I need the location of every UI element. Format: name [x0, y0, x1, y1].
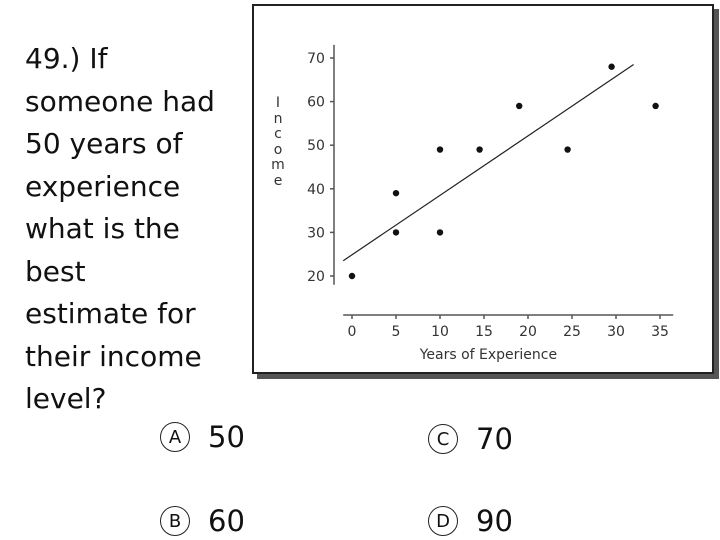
- x-tick-label: 25: [563, 324, 581, 340]
- data-point: [652, 102, 659, 110]
- data-point: [476, 146, 483, 153]
- answer-option-a[interactable]: A 50: [160, 420, 245, 454]
- data-point: [516, 102, 523, 110]
- question-line: 50 years of: [25, 127, 183, 160]
- answer-option-d[interactable]: D 90: [428, 504, 513, 538]
- x-tick-label: 5: [392, 324, 401, 340]
- question-line: estimate for: [25, 297, 196, 330]
- y-tick-label: 70: [307, 51, 325, 67]
- x-tick-label: 30: [607, 324, 625, 340]
- question-line: experience: [25, 169, 181, 203]
- y-tick-label: 50: [307, 138, 325, 154]
- question-line: 49.) If: [25, 42, 108, 75]
- y-tick-label: 40: [307, 182, 325, 198]
- question-line: level?: [25, 382, 107, 415]
- scatter-chart: I n c o m e 20 30 40 50 60 70 0 5 10 15 20 25 30 35 Ye…: [252, 4, 714, 374]
- x-tick-label: 10: [431, 324, 449, 340]
- answer-letter-d[interactable]: D: [428, 506, 458, 536]
- question-line: what is the: [25, 212, 180, 245]
- y-tick-label: 60: [307, 95, 325, 111]
- answer-value-c: 70: [476, 422, 513, 456]
- x-tick-label: 20: [519, 324, 537, 340]
- answer-letter-b[interactable]: B: [160, 506, 190, 536]
- data-point: [564, 146, 571, 153]
- y-axis-label-letter: e: [273, 172, 283, 189]
- chart-plot-area: 20 30 40 50 60 70 0 5 10 15 20 25 30 35 Years of Exper…: [307, 44, 674, 363]
- y-axis-label-letter: o: [273, 141, 283, 158]
- question-line: someone had: [25, 84, 215, 118]
- data-point: [608, 63, 615, 70]
- y-axis-label: I n c o m e: [268, 95, 288, 189]
- data-point: [436, 229, 444, 236]
- x-tick-label: 35: [651, 324, 669, 340]
- y-axis-label-letter: c: [274, 126, 282, 142]
- data-point: [436, 146, 444, 153]
- y-axis-label-letter: I: [275, 95, 281, 111]
- x-tick-label: 0: [348, 324, 357, 340]
- y-tick-label: 20: [307, 269, 325, 285]
- answer-value-d: 90: [476, 504, 513, 538]
- x-axis-label: Years of Experience: [419, 347, 557, 363]
- data-point: [348, 272, 356, 280]
- trend-line: [342, 64, 634, 262]
- answer-option-c[interactable]: C 70: [428, 422, 513, 456]
- answer-letter-a[interactable]: A: [160, 422, 190, 452]
- question-text: 49.) If someone had 50 years of experien…: [25, 38, 255, 421]
- y-axis-label-letter: m: [271, 157, 285, 173]
- answer-value-b: 60: [208, 504, 245, 538]
- question-line: their income: [25, 339, 202, 373]
- answer-value-a: 50: [208, 420, 245, 454]
- y-tick-label: 30: [307, 225, 325, 241]
- y-axis-label-letter: n: [273, 110, 283, 127]
- answer-option-b[interactable]: B 60: [160, 504, 245, 538]
- data-point: [392, 189, 400, 197]
- x-tick-label: 15: [475, 324, 493, 340]
- data-point: [392, 229, 400, 236]
- question-line: best: [25, 254, 86, 288]
- answer-letter-c[interactable]: C: [428, 424, 458, 454]
